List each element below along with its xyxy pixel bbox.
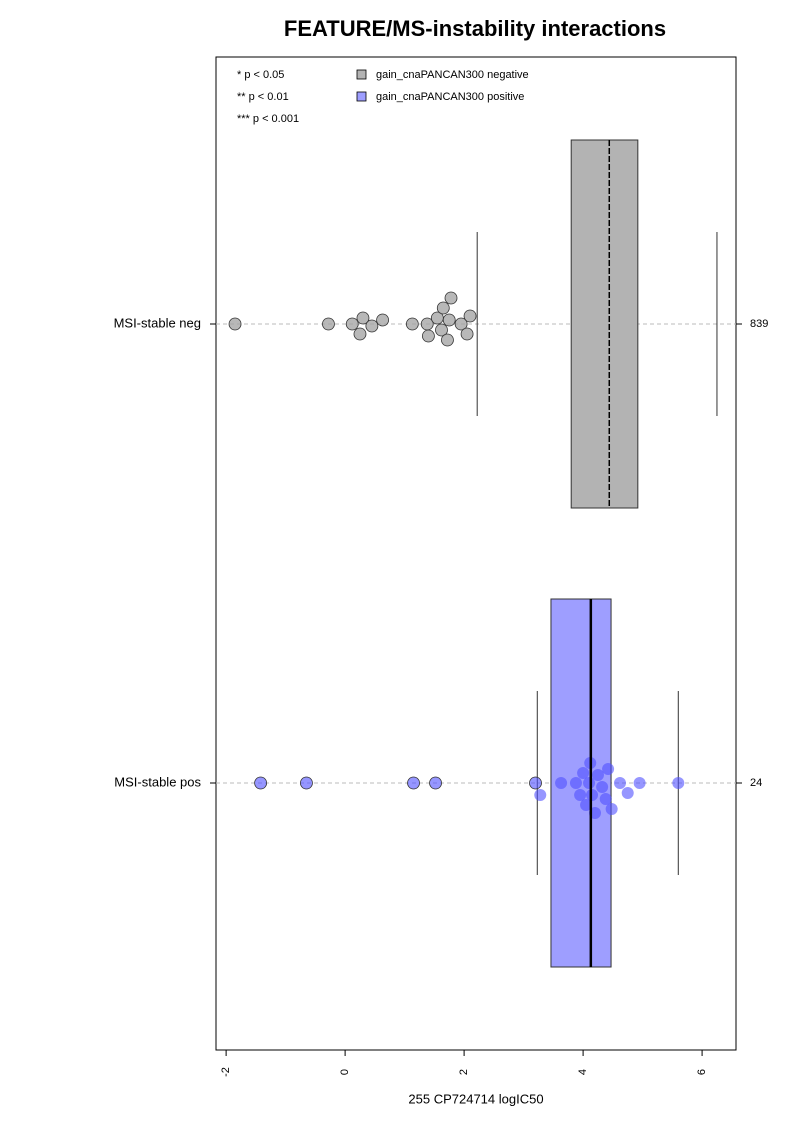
data-point xyxy=(405,317,419,331)
data-point xyxy=(436,301,450,315)
significance-note: *** p < 0.001 xyxy=(237,113,299,125)
data-point xyxy=(574,789,587,801)
y-tick-label: MSI-stable pos xyxy=(114,774,201,789)
legend-swatch xyxy=(356,69,367,80)
plot-frame xyxy=(215,56,737,1051)
significance-note: ** p < 0.01 xyxy=(237,91,289,103)
x-tick-label: 0 xyxy=(339,1069,351,1075)
chart-title: FEATURE/MS-instability interactions xyxy=(284,16,666,41)
data-point xyxy=(300,776,313,790)
data-point xyxy=(583,777,596,789)
data-point xyxy=(422,329,435,343)
x-tick-label: 4 xyxy=(577,1069,589,1075)
data-point xyxy=(441,333,454,347)
data-point xyxy=(602,763,615,775)
data-point xyxy=(376,313,389,327)
data-point xyxy=(444,291,458,305)
data-point xyxy=(613,777,626,789)
data-point xyxy=(353,327,367,341)
data-point xyxy=(569,777,582,789)
significance-note: * p < 0.05 xyxy=(237,69,284,81)
data-point xyxy=(254,776,268,790)
data-point xyxy=(463,309,477,323)
data-point xyxy=(555,777,568,789)
data-point xyxy=(460,327,474,341)
box xyxy=(570,139,639,509)
data-point xyxy=(435,323,448,337)
x-tick-label: 6 xyxy=(696,1069,708,1075)
y-tick-label: MSI-stable neg xyxy=(114,315,201,330)
data-point xyxy=(322,317,335,331)
count-label: 839 xyxy=(750,318,768,330)
data-point xyxy=(591,769,604,781)
data-point xyxy=(345,317,359,331)
data-point xyxy=(356,311,370,325)
data-point xyxy=(577,767,590,779)
data-point xyxy=(596,781,609,793)
legend-label: gain_cnaPANCAN300 positive xyxy=(376,91,524,103)
data-point xyxy=(454,317,468,331)
count-label: 24 xyxy=(750,777,762,789)
data-point xyxy=(672,777,685,789)
data-point xyxy=(228,317,242,331)
data-point xyxy=(580,799,593,811)
legend-label: gain_cnaPANCAN300 negative xyxy=(376,69,529,81)
data-point xyxy=(429,776,442,790)
data-point xyxy=(599,793,612,805)
data-point xyxy=(442,313,456,327)
x-axis-label: 255 CP724714 logIC50 xyxy=(408,1091,543,1106)
data-point xyxy=(534,789,547,801)
x-tick-label: 2 xyxy=(458,1069,470,1075)
data-point xyxy=(407,776,420,790)
data-point xyxy=(605,803,618,815)
data-point xyxy=(633,777,646,789)
x-tick-label: -2 xyxy=(220,1067,232,1077)
data-point xyxy=(365,319,379,333)
data-point xyxy=(621,787,634,799)
legend-swatch xyxy=(356,91,367,102)
data-point xyxy=(529,776,542,790)
